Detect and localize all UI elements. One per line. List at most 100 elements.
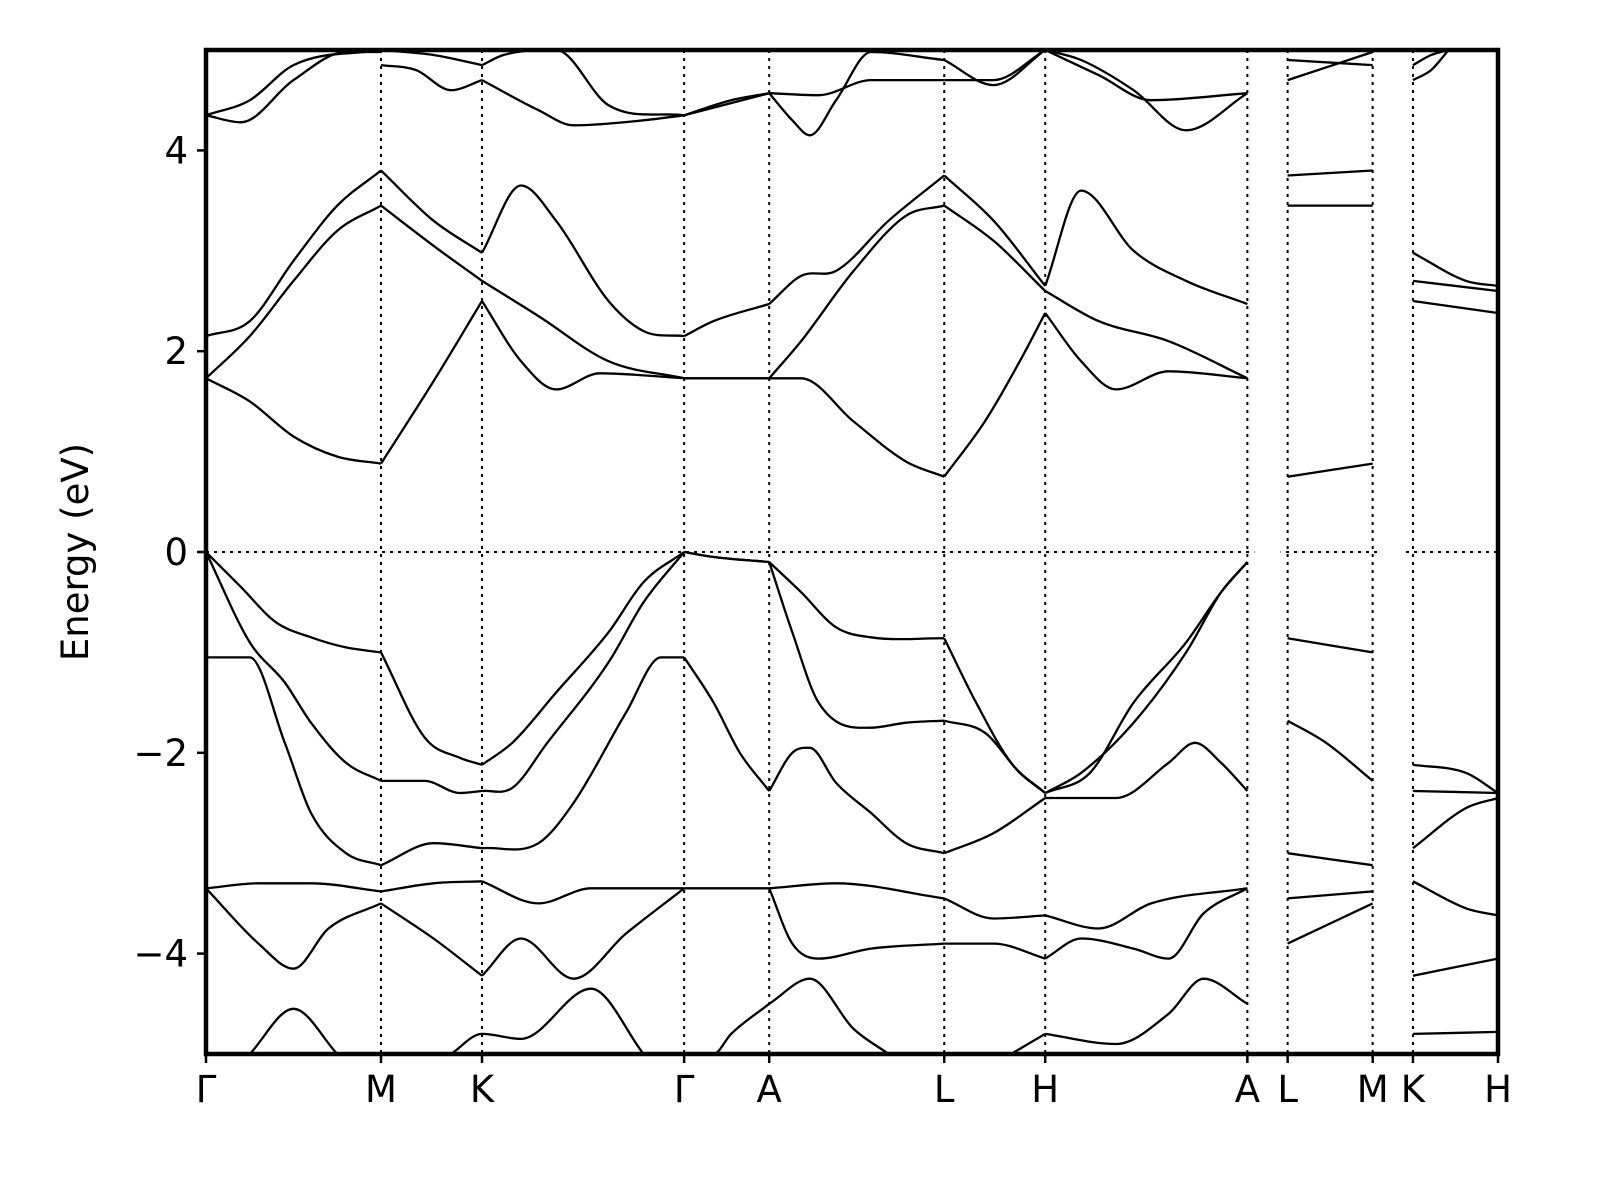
band-line-seg6-b9 <box>1044 50 1248 102</box>
band-line-seg2-b6 <box>481 300 685 391</box>
band-line-seg3-b9 <box>683 92 770 117</box>
x-tick-label: K <box>470 1068 496 1111</box>
x-tick-label: K <box>1401 1068 1427 1111</box>
band-line-seg0-b7 <box>206 204 382 380</box>
band-line-seg7-b9 <box>1287 58 1373 67</box>
x-tick-label: H <box>1484 1068 1512 1111</box>
band-line-seg6-b7 <box>1044 289 1248 380</box>
band-line-seg6-b5 <box>1045 977 1248 1046</box>
band-line-seg7-b8 <box>1287 50 1374 82</box>
band-line-seg2-b1 <box>481 551 686 793</box>
band-line-seg5-b5 <box>1010 1032 1046 1054</box>
x-tick-label: Γ <box>674 1068 695 1111</box>
band-line-seg6-b2 <box>1044 561 1249 795</box>
band-line-seg8-b5 <box>1412 1030 1498 1036</box>
y-axis-label: Energy (eV) <box>54 443 97 661</box>
path-break-gaps <box>1254 50 1406 1054</box>
band-line-seg8-b3 <box>1412 880 1498 917</box>
band-line-seg6-b6 <box>1044 312 1248 391</box>
band-line-seg4-b1 <box>768 561 945 729</box>
band-line-seg0-b6 <box>206 377 382 465</box>
band-line-seg3-b7 <box>683 302 770 338</box>
band-line-seg2-b8 <box>481 184 685 338</box>
band-line-seg8-b4 <box>1412 957 1498 977</box>
band-line-seg8-b1 <box>1412 789 1498 795</box>
band-line-seg4-b7 <box>768 204 945 380</box>
band-line-seg3-b2 <box>684 550 770 564</box>
band-line-seg3-b0 <box>683 656 771 792</box>
band-line-seg1-b4 <box>380 902 483 977</box>
band-line-seg7-b0 <box>1287 852 1373 867</box>
y-tick-label: 0 <box>164 531 188 574</box>
band-line-seg1-b7 <box>380 169 483 254</box>
band-line-seg6-b3 <box>1044 887 1248 930</box>
path-break-gap-2 <box>1379 50 1406 1054</box>
band-line-seg1-b9 <box>380 50 483 67</box>
x-tick-label: L <box>1277 1068 1298 1111</box>
band-line-seg1-b2 <box>379 651 483 766</box>
x-tick-label: A <box>757 1068 782 1111</box>
x-tick-label: M <box>365 1068 397 1111</box>
x-tick-label: M <box>1357 1068 1389 1111</box>
band-line-seg5-b8 <box>943 174 1047 287</box>
band-line-seg2-b3 <box>481 880 685 905</box>
band-line-seg1-b3 <box>380 880 483 893</box>
y-tick-label: −2 <box>133 732 188 775</box>
band-line-seg1-b8 <box>380 63 483 92</box>
band-line-seg7-b4 <box>1287 902 1374 945</box>
band-line-seg5-b6 <box>943 312 1047 478</box>
band-line-seg2-b2 <box>481 551 685 766</box>
band-line-seg5-b2 <box>943 637 1046 794</box>
path-break-gap-1 <box>1254 50 1281 1054</box>
band-line-seg2-b10 <box>481 50 685 117</box>
band-line-seg8-b6 <box>1412 299 1498 315</box>
band-line-seg4-b9 <box>769 78 945 97</box>
band-line-seg5-b7 <box>943 204 1047 292</box>
band-line-seg5-b3 <box>943 897 1046 920</box>
y-tick-label: 4 <box>164 129 188 172</box>
y-tick-label: −4 <box>133 933 188 976</box>
band-line-seg7-b7 <box>1287 169 1373 177</box>
band-line-seg5-b9 <box>944 50 1046 82</box>
band-line-seg4-b2 <box>768 561 945 641</box>
band-line-seg2-b7 <box>481 279 685 380</box>
band-line-seg8-b0 <box>1412 796 1498 850</box>
band-line-seg5-b10 <box>943 50 1046 87</box>
band-line-seg1-b0 <box>380 842 483 867</box>
band-line-seg6-b8 <box>1044 189 1248 306</box>
band-line-seg4-b6 <box>769 377 945 478</box>
x-tick-label: L <box>934 1068 955 1111</box>
band-line-seg0-b9 <box>206 50 382 117</box>
x-tick-label: Γ <box>196 1068 217 1111</box>
band-line-seg0-b3 <box>206 882 382 893</box>
x-tick-label: A <box>1235 1068 1260 1111</box>
band-line-seg1-b1 <box>381 779 483 795</box>
band-line-seg7-b1 <box>1287 719 1374 782</box>
band-line-seg0-b1 <box>206 551 382 782</box>
band-line-seg6-b10 <box>1044 50 1248 132</box>
y-axis-ticks: 4 2 0 −2 −4 <box>133 129 206 976</box>
band-line-seg3-b4 <box>684 1002 770 1054</box>
band-line-seg4-b4 <box>768 887 945 960</box>
band-line-seg8-b7 <box>1412 279 1498 293</box>
band-line-seg7-b3 <box>1287 890 1373 900</box>
band-line-seg4-b5 <box>768 977 890 1054</box>
x-tick-label: H <box>1031 1068 1059 1111</box>
band-line-seg0-b4 <box>206 887 382 970</box>
band-line-seg4-b10 <box>768 50 945 137</box>
band-line-seg0-b0 <box>206 656 382 867</box>
band-line-seg2-b9 <box>481 79 685 127</box>
band-line-seg0-b5 <box>248 1007 339 1054</box>
band-line-seg7-b2 <box>1287 637 1373 654</box>
band-line-seg2-b5 <box>450 987 645 1054</box>
band-line-seg8-b2 <box>1412 763 1498 794</box>
band-line-seg2-b0 <box>481 656 685 851</box>
band-line-seg6-b0 <box>1045 741 1249 800</box>
band-line-seg8-b9 <box>1412 50 1450 82</box>
band-line-seg4-b3 <box>769 882 945 900</box>
band-line-seg7-b5 <box>1287 462 1373 478</box>
band-line-seg0-b2 <box>206 551 382 654</box>
band-line-seg0-b8 <box>206 169 382 338</box>
